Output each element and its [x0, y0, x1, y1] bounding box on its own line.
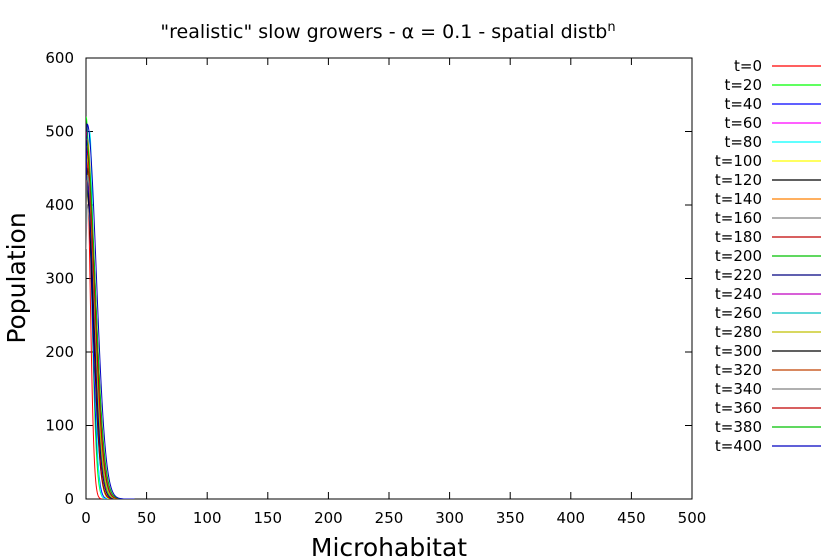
legend-label: t=320 [715, 361, 762, 379]
legend-label: t=60 [724, 114, 762, 132]
legend-label: t=240 [715, 285, 762, 303]
plot-frame [85, 57, 693, 500]
y-tick-label: 0 [64, 490, 74, 508]
x-tick-label: 350 [496, 509, 525, 527]
x-tick-label: 300 [435, 509, 464, 527]
y-tick-label: 600 [45, 49, 74, 67]
legend-label: t=200 [715, 247, 762, 265]
y-tick-label: 300 [45, 270, 74, 288]
chart-title: "realistic" slow growers - α = 0.1 - spa… [160, 20, 615, 43]
x-tick-label: 100 [193, 509, 222, 527]
legend-label: t=260 [715, 304, 762, 322]
legend-label: t=300 [715, 342, 762, 360]
legend-label: t=120 [715, 171, 762, 189]
x-axis-label: Microhabitat [311, 533, 467, 560]
legend-label: t=100 [715, 152, 762, 170]
legend-label: t=400 [715, 437, 762, 455]
series-line-t-360 [86, 145, 135, 499]
y-tick-labels: 0 100 200 300 400 500 600 [45, 49, 74, 508]
series-lines [86, 116, 135, 499]
x-tick-label: 200 [314, 509, 343, 527]
legend-label: t=180 [715, 228, 762, 246]
legend-label: t=220 [715, 266, 762, 284]
series-line-t-0 [86, 131, 135, 499]
chart-title-sup: n [607, 20, 615, 35]
x-tick-label: 400 [556, 509, 585, 527]
legend-label: t=0 [734, 57, 762, 75]
series-line-t-40 [86, 153, 135, 499]
axis-ticks [85, 57, 693, 500]
legend-label: t=80 [724, 133, 762, 151]
x-tick-label: 250 [375, 509, 404, 527]
legend-label: t=280 [715, 323, 762, 341]
y-tick-label: 500 [45, 123, 74, 141]
y-tick-label: 100 [45, 417, 74, 435]
legend-label: t=20 [724, 76, 762, 94]
y-axis-label: Population [2, 212, 31, 343]
legend-label: t=140 [715, 190, 762, 208]
x-tick-label: 500 [678, 509, 707, 527]
series-line-t-400 [86, 123, 135, 499]
x-tick-labels: 0 50 100 150 200 250 300 350 400 450 500 [81, 509, 706, 527]
series-line-t-380 [86, 138, 135, 499]
x-tick-label: 150 [253, 509, 282, 527]
x-tick-label: 0 [81, 509, 91, 527]
legend: t=0t=20t=40t=60t=80t=100t=120t=140t=160t… [715, 57, 821, 455]
x-tick-label: 450 [617, 509, 646, 527]
series-line-t-20 [86, 116, 135, 499]
legend-label: t=160 [715, 209, 762, 227]
x-tick-label: 50 [137, 509, 156, 527]
legend-label: t=340 [715, 380, 762, 398]
y-tick-label: 200 [45, 343, 74, 361]
legend-label: t=380 [715, 418, 762, 436]
chart-title-main: "realistic" slow growers - α = 0.1 - spa… [160, 21, 607, 43]
legend-label: t=40 [724, 95, 762, 113]
series-line-t-220 [86, 175, 135, 499]
legend-label: t=360 [715, 399, 762, 417]
y-tick-label: 400 [45, 196, 74, 214]
